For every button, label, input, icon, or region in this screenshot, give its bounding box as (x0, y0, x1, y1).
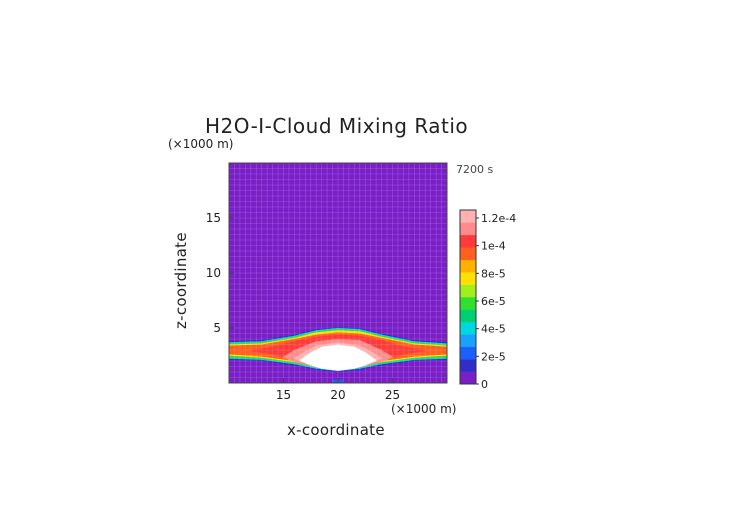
colorbar-segment (460, 234, 476, 248)
colorbar: 0 2e-5 4e-5 6e-5 8e-5 1e-4 1.2e-4 (459, 209, 516, 391)
x-axis-label: x-coordinate (287, 421, 385, 439)
x-tick-label: 25 (385, 388, 400, 402)
z-tick-label: 15 (206, 211, 221, 225)
colorbar-segment (460, 371, 476, 385)
x-tick-label: 20 (330, 388, 345, 402)
colorbar-segment (460, 247, 476, 261)
colorbar-tick-label: 0 (481, 378, 488, 391)
x-tick-label: 15 (276, 388, 291, 402)
chart-title: H2O-I-Cloud Mixing Ratio (205, 114, 469, 138)
colorbar-tick-label: 4e-5 (481, 323, 506, 336)
colorbar-tick-label: 6e-5 (481, 295, 506, 308)
colorbar-segment (460, 297, 476, 310)
z-axis-unit: (×1000 m) (168, 137, 234, 151)
colorbar-frame (459, 209, 477, 385)
colorbar-tick-label: 1.2e-4 (481, 212, 516, 225)
gridlines (228, 162, 448, 384)
colorbar-segment (460, 272, 476, 285)
cloud-bands (229, 326, 447, 383)
colorbar-segment (460, 346, 476, 360)
colorbar-segment (460, 334, 476, 348)
axes: 15 20 25 5 10 15 (206, 162, 448, 402)
cloud-band-8 (299, 344, 377, 371)
colorbar-segment (460, 222, 476, 236)
z-tick-label: 10 (206, 266, 221, 280)
time-label: 7200 s (456, 163, 494, 176)
colorbar-segment (460, 210, 476, 223)
colorbar-segment (460, 284, 476, 298)
colorbar-segment (460, 309, 476, 323)
colorbar-tick-label: 1e-4 (481, 240, 506, 253)
colorbar-segment (460, 321, 476, 335)
x-axis-unit: (×1000 m) (391, 402, 457, 416)
colorbar-segment (460, 359, 476, 372)
z-tick-label: 5 (213, 321, 221, 335)
colorbar-tick-label: 8e-5 (481, 267, 506, 280)
colorbar-segment (460, 259, 476, 273)
colorbar-tick-label: 2e-5 (481, 350, 506, 363)
